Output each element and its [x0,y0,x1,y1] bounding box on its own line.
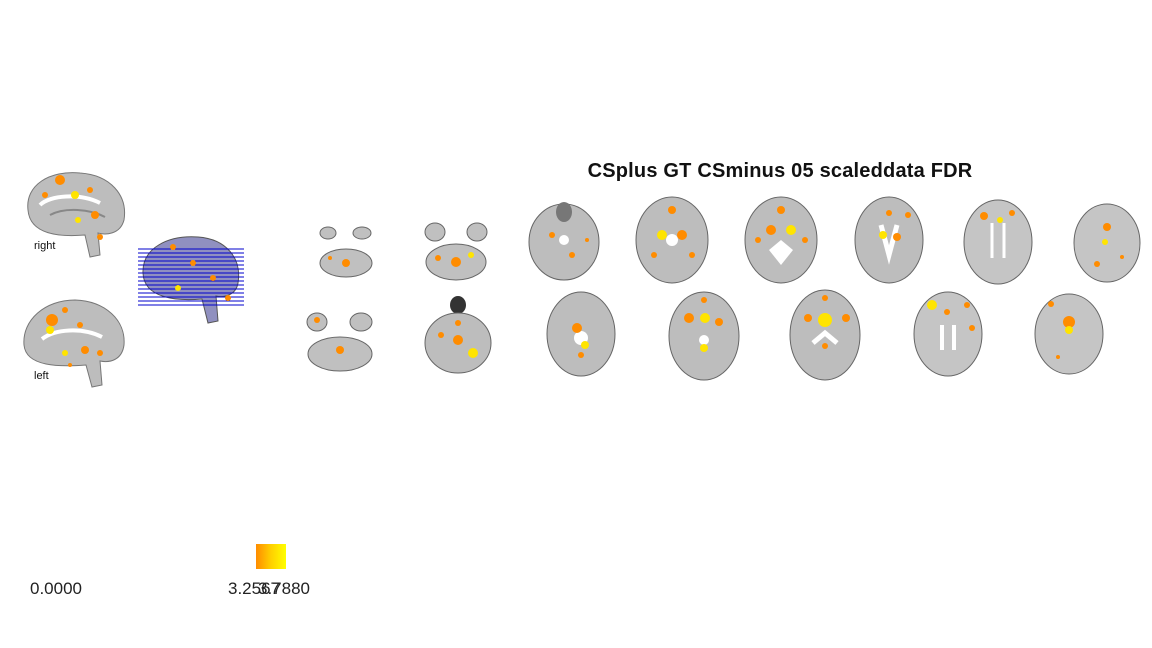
axial-slice [545,290,617,378]
axial-slice [423,220,489,282]
axial-slice [853,195,925,285]
figure-title: CSplus GT CSminus 05 scaleddata FDR [587,160,973,182]
axial-slice [1072,202,1142,284]
right-label: right [34,240,56,252]
colorbar-tick-mid: 3.2567 [228,579,280,598]
colorbar-tick-min: 0.0000 [30,579,82,598]
axial-slice [788,288,862,382]
axial-slice [912,290,984,378]
axial-slice [423,295,493,375]
axial-slice [667,290,741,382]
axial-slice [1033,292,1105,376]
sagittal-left-view [20,295,130,390]
left-label: left [34,370,49,382]
axial-slice [634,195,710,285]
sagittal-right-view [20,165,130,260]
axial-slice [962,198,1034,286]
colorbar [256,544,286,569]
axial-slice [527,200,602,282]
axial-slice [305,310,375,372]
colorbar-tick-max: 3.7880 [258,579,310,598]
axial-slice [318,225,374,280]
axial-slice [743,195,819,285]
slice-locator-view [138,233,244,325]
